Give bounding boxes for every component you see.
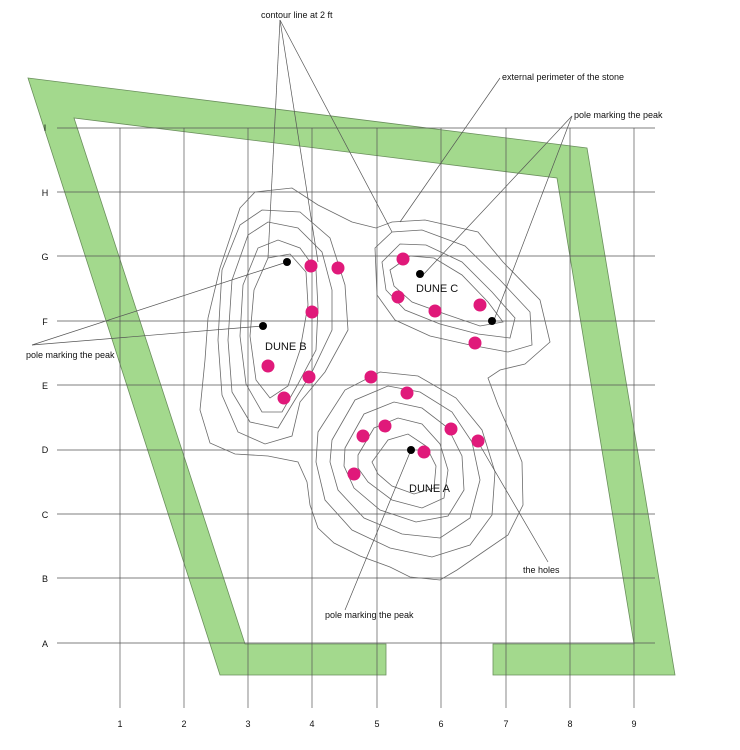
- pole-marker: [407, 446, 415, 454]
- hole: [364, 370, 378, 384]
- perimeter-label: external perimeter of the stone: [502, 72, 624, 82]
- column-label: 1: [117, 719, 122, 729]
- row-label: A: [42, 639, 48, 649]
- hole: [444, 422, 458, 436]
- row-label: G: [41, 252, 48, 262]
- contour-label: contour line at 2 ft: [261, 10, 333, 20]
- column-label: 9: [631, 719, 636, 729]
- hole: [396, 252, 410, 266]
- leader-lines: [31, 19, 573, 611]
- row-label: E: [42, 381, 48, 391]
- dune-b-contour: [239, 239, 319, 413]
- contour-leader: [267, 19, 281, 259]
- hole: [473, 298, 487, 312]
- column-label: 6: [438, 719, 443, 729]
- hole: [305, 305, 319, 319]
- column-labels: 1 2 3 4 5 6 7 8 9: [117, 719, 636, 729]
- pole-marker: [283, 258, 291, 266]
- hole: [277, 391, 291, 405]
- contour-leader: [279, 19, 393, 233]
- hole: [391, 290, 405, 304]
- holes-leader: [477, 441, 549, 563]
- pole-leader: [421, 115, 573, 277]
- column-label: 7: [503, 719, 508, 729]
- dune-a-contour: [329, 385, 481, 539]
- pole-leader: [31, 261, 288, 346]
- dune-a-contour: [371, 433, 437, 495]
- column-label: 5: [374, 719, 379, 729]
- hole: [302, 370, 316, 384]
- stone-outer-contour: [199, 187, 551, 581]
- hole: [304, 259, 318, 273]
- dune-c-contour: [389, 255, 504, 327]
- row-label: I: [44, 123, 47, 133]
- dune-a-contour: [315, 371, 496, 558]
- pole-label-left: pole marking the peak: [26, 350, 115, 360]
- pole-marker: [259, 322, 267, 330]
- hole: [468, 336, 482, 350]
- pole-marker: [488, 317, 496, 325]
- dune-b-contour: [217, 209, 349, 445]
- pole-leader: [31, 325, 264, 346]
- hole: [356, 429, 370, 443]
- dune-b-label: DUNE B: [265, 341, 307, 353]
- holes: [261, 252, 487, 481]
- stone-perimeter-wall: [27, 77, 676, 676]
- dune-a-contour: [343, 401, 465, 523]
- hole: [417, 445, 431, 459]
- pole-leader: [493, 115, 573, 321]
- grid-lines: [57, 127, 655, 708]
- hole: [400, 386, 414, 400]
- row-label: H: [42, 188, 49, 198]
- row-labels: A B C D E F G H I: [41, 123, 48, 649]
- row-label: B: [42, 574, 48, 584]
- pole-marker: [416, 270, 424, 278]
- dune-b-contour: [249, 253, 309, 399]
- column-label: 4: [309, 719, 314, 729]
- dune-a-label: DUNE A: [409, 483, 451, 495]
- holes-label: the holes: [523, 565, 560, 575]
- dune-c-label: DUNE C: [416, 283, 458, 295]
- hole: [428, 304, 442, 318]
- contour-leader: [279, 19, 319, 263]
- hole: [378, 419, 392, 433]
- pole-leader: [344, 449, 412, 611]
- contour-lines: [199, 187, 551, 581]
- hole: [471, 434, 485, 448]
- poles: [259, 258, 496, 454]
- dune-c-contour: [381, 243, 516, 339]
- hole: [347, 467, 361, 481]
- perimeter-leader: [399, 77, 501, 223]
- dune-c-contour: [374, 229, 533, 353]
- dune-b-contour: [227, 221, 333, 429]
- row-label: D: [42, 445, 49, 455]
- dune-a-contour: [357, 417, 449, 509]
- hole: [331, 261, 345, 275]
- row-label: F: [42, 317, 48, 327]
- pole-label-bottom: pole marking the peak: [325, 610, 414, 620]
- row-label: C: [42, 510, 49, 520]
- column-label: 3: [245, 719, 250, 729]
- column-label: 2: [181, 719, 186, 729]
- hole: [261, 359, 275, 373]
- column-label: 8: [567, 719, 572, 729]
- pole-label-top-right: pole marking the peak: [574, 110, 663, 120]
